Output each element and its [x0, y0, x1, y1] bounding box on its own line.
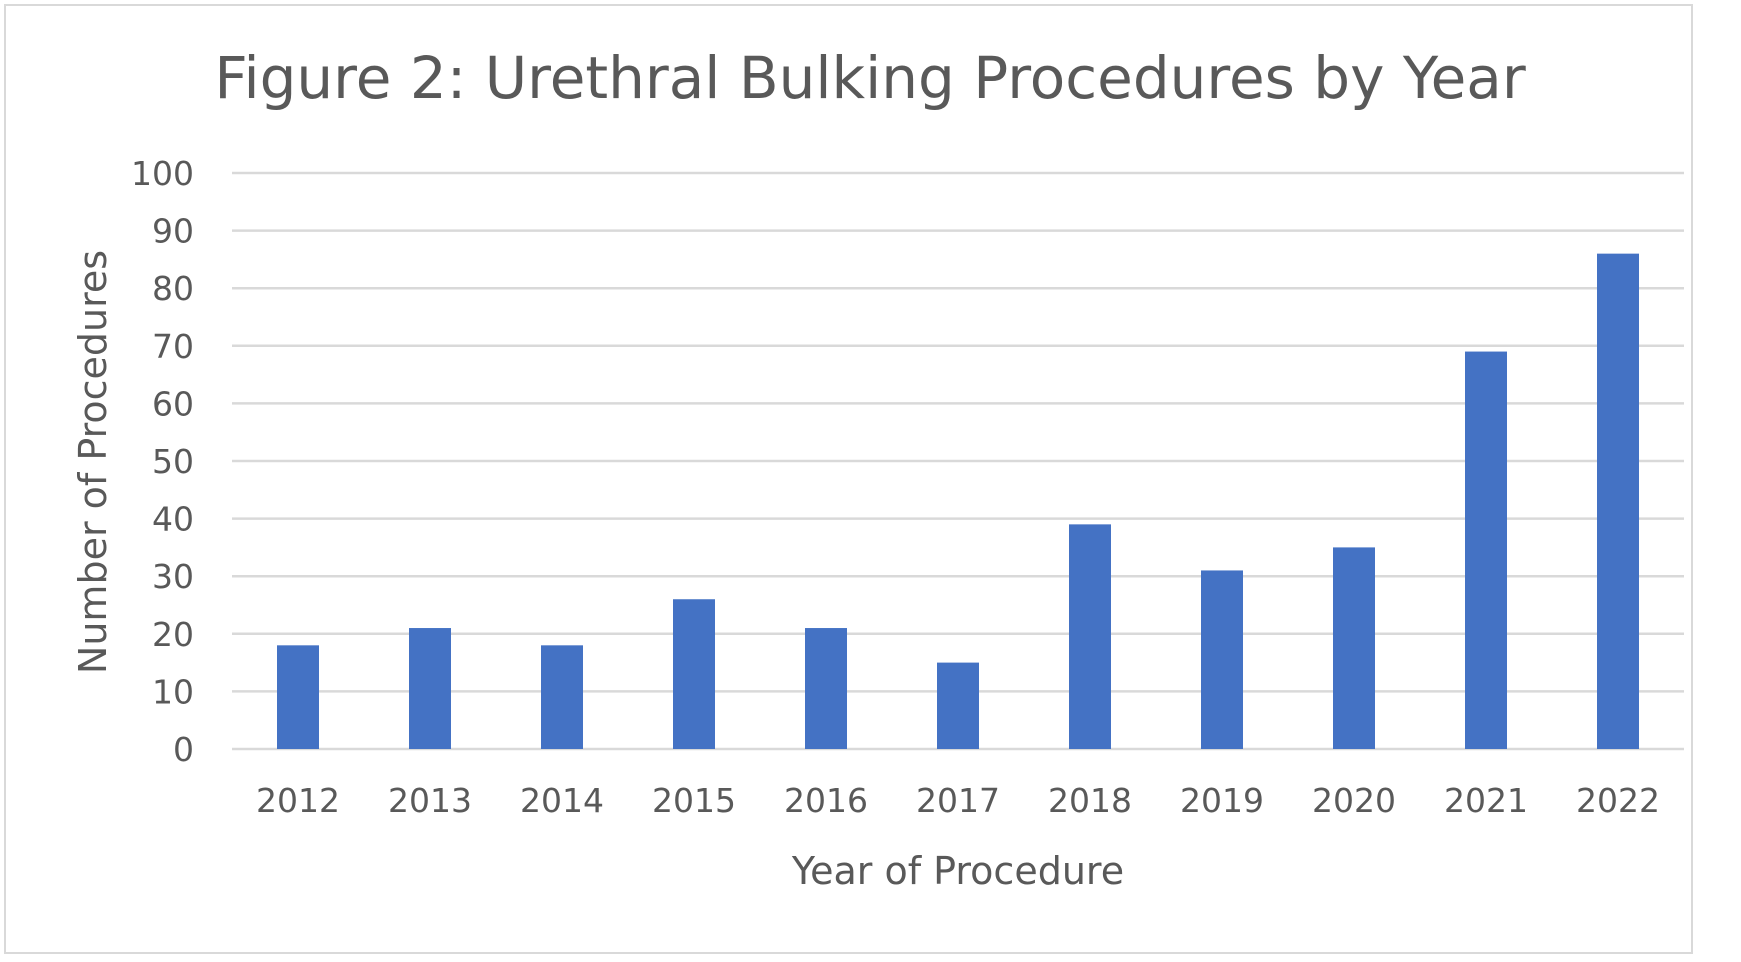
- x-axis-ticks: 2012 2013 2014 2015 2016 2017 2018 2019 2020 2021…: [256, 781, 1660, 820]
- y-tick-label: 20: [152, 615, 194, 654]
- bar-2013: [409, 628, 451, 749]
- chart-frame: [4, 4, 1693, 954]
- y-axis-title: Number of Procedures: [71, 250, 115, 674]
- bar-2020: [1333, 547, 1375, 749]
- x-tick-label: 2013: [388, 781, 472, 820]
- bar-2022: [1597, 253, 1639, 749]
- y-tick-label: 100: [131, 154, 194, 193]
- bar-2017: [937, 662, 979, 749]
- y-tick-label: 70: [152, 327, 194, 366]
- y-tick-label: 30: [152, 557, 194, 596]
- x-tick-label: 2019: [1180, 781, 1264, 820]
- y-axis-ticks: 0 10 20 30 40 50 60 70 80 90 100: [131, 154, 194, 769]
- chart-title: Figure 2: Urethral Bulking Procedures by…: [214, 44, 1526, 112]
- x-tick-label: 2017: [916, 781, 1000, 820]
- bar-2014: [541, 645, 583, 749]
- x-tick-label: 2015: [652, 781, 736, 820]
- y-tick-label: 50: [152, 442, 194, 481]
- y-tick-label: 0: [173, 730, 194, 769]
- bar-2016: [805, 628, 847, 749]
- bar-2019: [1201, 570, 1243, 749]
- y-tick-label: 80: [152, 269, 194, 308]
- y-tick-label: 10: [152, 672, 194, 711]
- y-tick-label: 60: [152, 384, 194, 423]
- x-tick-label: 2018: [1048, 781, 1132, 820]
- x-tick-label: 2020: [1312, 781, 1396, 820]
- x-axis-title: Year of Procedure: [791, 849, 1124, 893]
- bar-2018: [1069, 524, 1111, 749]
- y-tick-label: 90: [152, 212, 194, 251]
- x-tick-label: 2021: [1444, 781, 1528, 820]
- x-tick-label: 2016: [784, 781, 868, 820]
- bars: [277, 253, 1639, 749]
- gridlines: [232, 171, 1684, 751]
- x-tick-label: 2014: [520, 781, 604, 820]
- y-tick-label: 40: [152, 500, 194, 539]
- bar-2021: [1465, 351, 1507, 749]
- bar-2012: [277, 645, 319, 749]
- x-tick-label: 2022: [1576, 781, 1660, 820]
- x-tick-label: 2012: [256, 781, 340, 820]
- bar-2015: [673, 599, 715, 749]
